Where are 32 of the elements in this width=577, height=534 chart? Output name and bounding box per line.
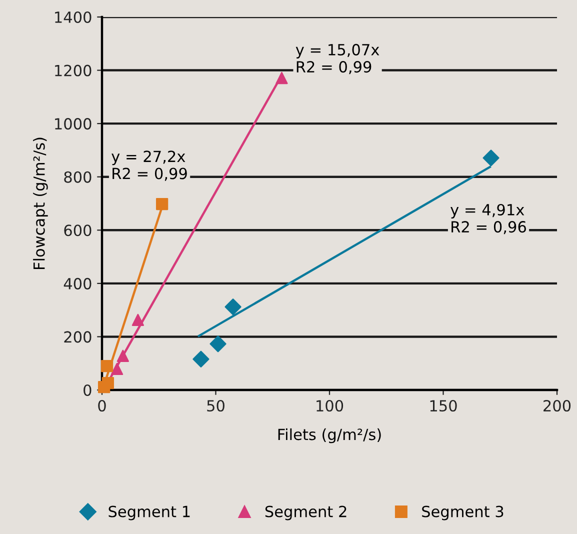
y-tick-label: 400: [64, 278, 92, 290]
point: [110, 362, 124, 376]
annotation: y = 15,07x R2 = 0,99: [296, 44, 380, 74]
point: [482, 150, 500, 166]
point: [224, 298, 242, 316]
y-tick-label: 0: [84, 384, 92, 396]
point: [102, 377, 114, 390]
point: [100, 360, 114, 372]
y-tick-label: 1200: [55, 64, 92, 76]
legend-label: Segment 3: [422, 506, 504, 520]
point: [156, 198, 168, 210]
point: [192, 350, 210, 368]
annotation: y = 4,91x R2 = 0,96: [450, 204, 526, 234]
point: [116, 350, 130, 362]
annotation: y = 27,2x R2 = 0,99: [112, 150, 187, 181]
x-tick-label: 150: [430, 400, 457, 412]
x-tick-label: 100: [316, 400, 344, 412]
point: [210, 336, 226, 352]
legend-label: Segment 2: [265, 506, 346, 520]
y-tick-label: 1000: [55, 118, 92, 130]
legend-label: Segment 1: [108, 506, 190, 520]
y-axis-title: Flowcapt (g/m²/s): [33, 138, 48, 270]
y-tick-label: 600: [64, 224, 92, 236]
point: [132, 314, 144, 326]
x-tick-label: 50: [207, 400, 224, 412]
y-tick-label: 1400: [55, 11, 92, 24]
x-axis-title: Filets (g/m²/s): [278, 428, 381, 444]
y-tick-label: 200: [64, 331, 92, 343]
x-tick-label: 200: [544, 400, 571, 412]
point: [276, 72, 288, 84]
x-tick-label: 0: [98, 400, 106, 412]
y-tick-label: 800: [64, 171, 92, 183]
